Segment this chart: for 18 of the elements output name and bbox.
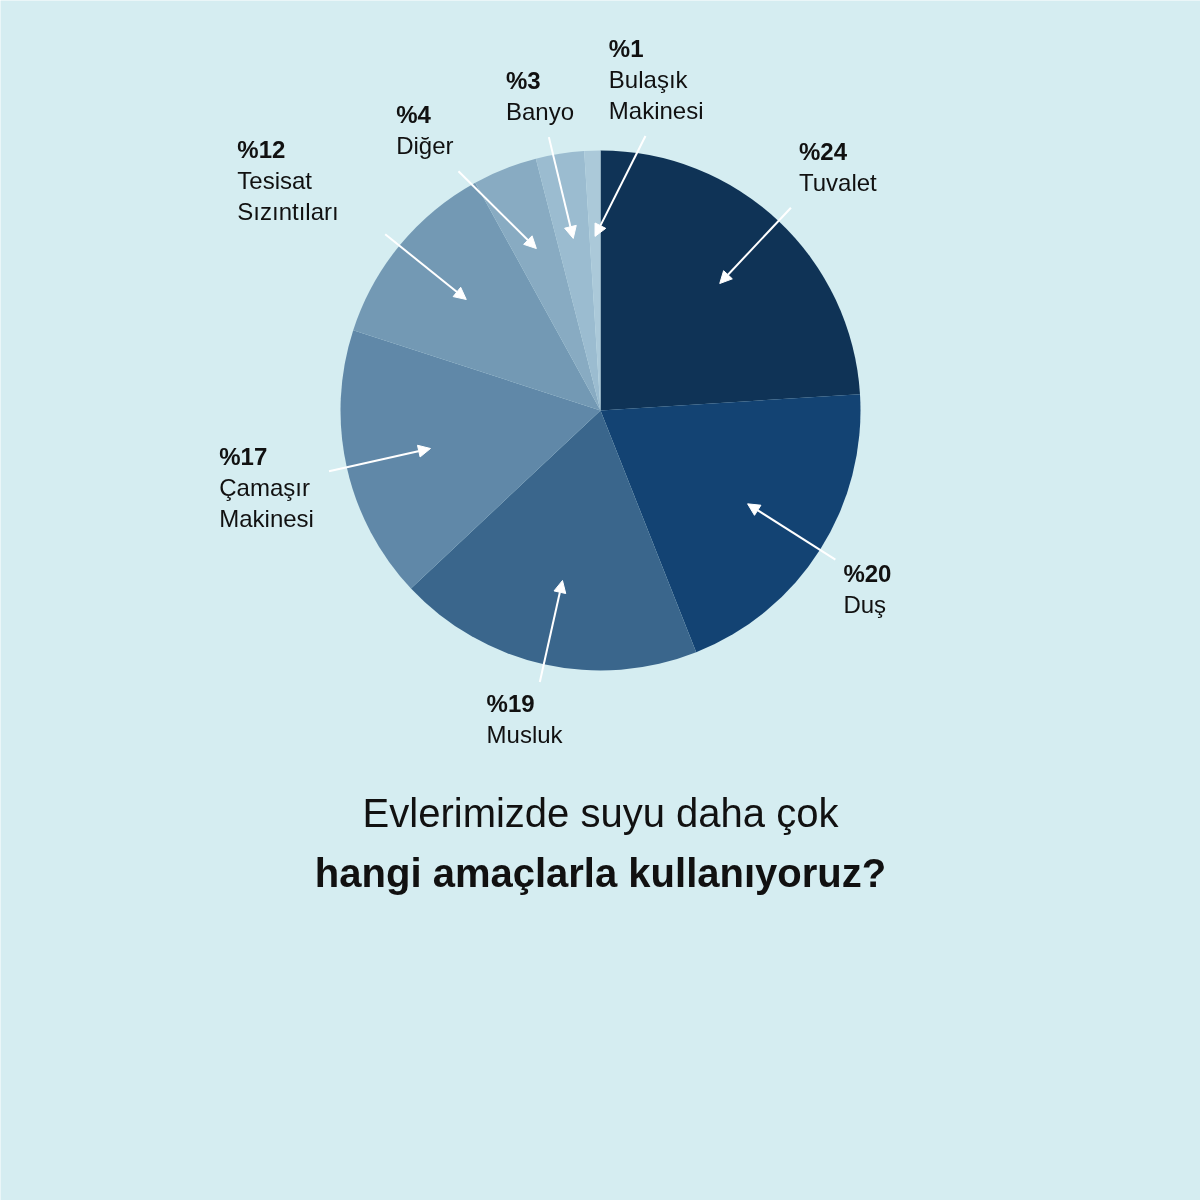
slice-label: Çamaşır Makinesi [219,473,314,532]
slice-label: Tesisat Sızıntıları [237,167,339,226]
text: Evlerimizde suyu daha çok [362,790,840,835]
text: hangi amaçlarla kullanıyoruz? [314,850,887,895]
data-label: %3 [505,67,541,95]
slice-label: Bulaşık Makinesi [608,65,704,124]
data-label: %20 [843,559,892,587]
data-label: %1 [608,34,644,62]
data-label: %24 [798,137,848,165]
slice-label: Diğer [396,132,454,160]
data-label: %19 [486,690,535,717]
slice-label: Tuvalet [798,168,878,196]
slice-label: Banyo [505,98,575,126]
slice-label: Duş [843,590,887,618]
data-label: %4 [396,101,432,129]
slice-label: Musluk [486,721,564,748]
data-label: %12 [237,136,286,164]
data-label: %17 [219,442,268,470]
